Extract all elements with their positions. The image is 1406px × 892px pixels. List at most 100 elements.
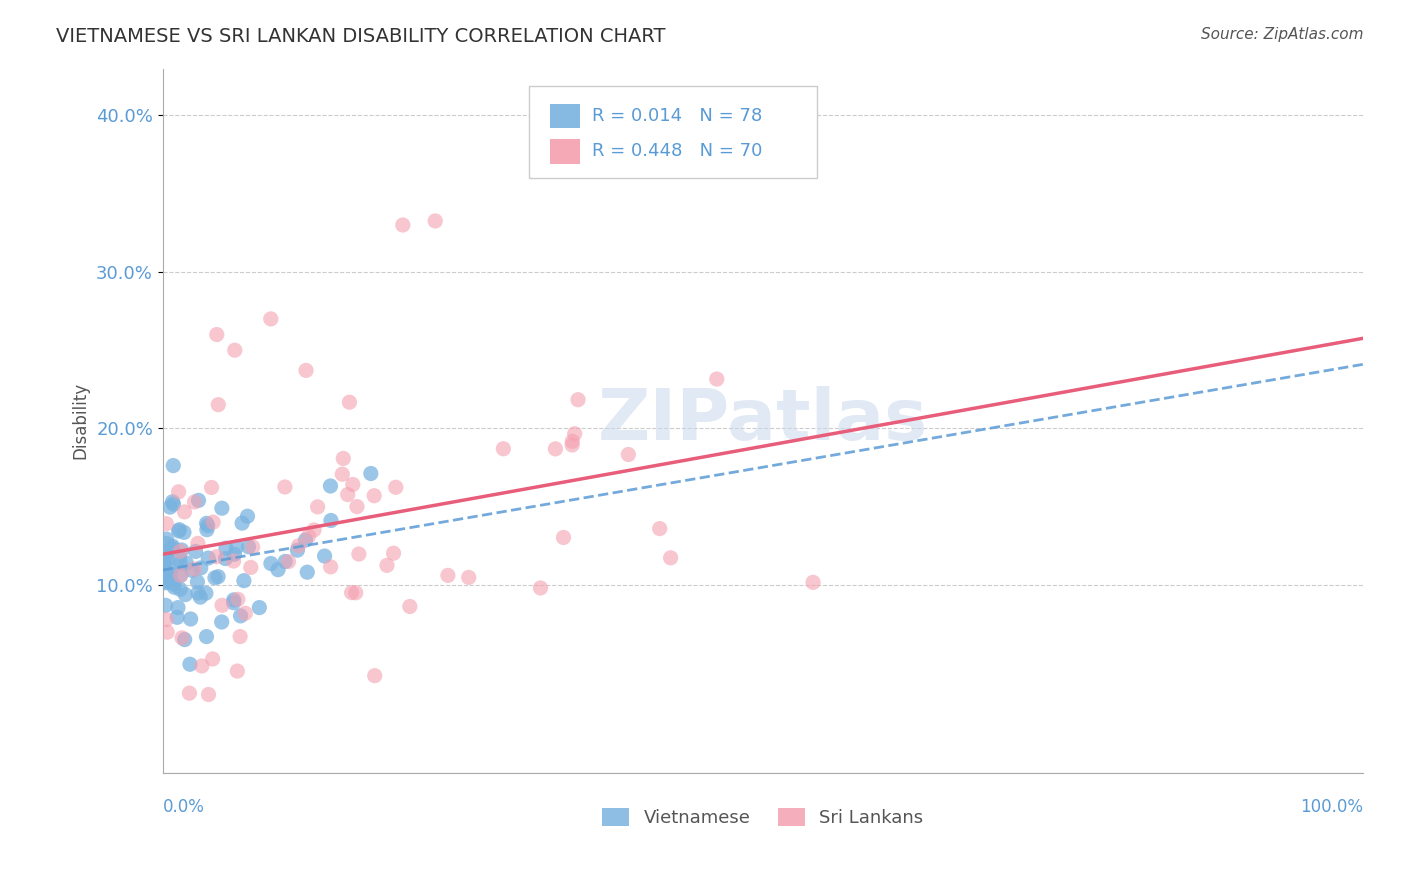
Point xyxy=(287,543,309,558)
Point xyxy=(346,500,368,514)
Point xyxy=(287,539,309,553)
Point xyxy=(170,631,193,645)
Point xyxy=(155,612,177,626)
Point xyxy=(190,561,212,575)
Point xyxy=(186,574,208,589)
Point xyxy=(364,668,387,682)
Point xyxy=(319,479,342,493)
Point xyxy=(801,575,824,590)
Point xyxy=(211,501,233,516)
Text: 100.0%: 100.0% xyxy=(1301,797,1362,816)
Point xyxy=(162,541,184,555)
Point xyxy=(156,625,179,640)
Point xyxy=(162,497,184,511)
Point xyxy=(173,505,195,519)
Point xyxy=(222,593,245,607)
Point xyxy=(159,566,181,581)
Point xyxy=(706,372,728,386)
Point xyxy=(363,489,385,503)
Point xyxy=(561,434,583,449)
Point xyxy=(179,657,201,672)
Point xyxy=(229,630,252,644)
Point xyxy=(202,515,225,529)
Point xyxy=(155,575,177,590)
Point xyxy=(169,568,191,582)
Point xyxy=(162,458,184,473)
Point xyxy=(169,582,191,597)
FancyBboxPatch shape xyxy=(550,103,581,128)
Point xyxy=(231,516,253,530)
Point xyxy=(155,599,177,613)
Text: 0.0%: 0.0% xyxy=(163,797,205,816)
Point xyxy=(382,546,405,560)
Point xyxy=(330,467,353,482)
Point xyxy=(294,533,316,547)
Point xyxy=(205,549,228,564)
Point xyxy=(156,552,179,566)
Point xyxy=(170,543,193,558)
Point xyxy=(617,448,640,462)
Point xyxy=(564,426,586,441)
Point xyxy=(169,523,191,537)
Point xyxy=(425,214,447,228)
Point xyxy=(332,451,354,466)
Point xyxy=(181,563,204,577)
Point xyxy=(153,558,176,572)
Point xyxy=(336,487,359,501)
Point xyxy=(204,571,226,585)
Text: R = 0.014   N = 78: R = 0.014 N = 78 xyxy=(592,107,762,125)
Point xyxy=(197,518,219,533)
Point xyxy=(207,570,229,584)
Point xyxy=(319,514,342,528)
Point xyxy=(659,550,682,565)
Point xyxy=(160,574,183,588)
Point xyxy=(195,523,218,537)
Point xyxy=(200,480,222,494)
Point xyxy=(238,540,260,554)
Point xyxy=(183,562,205,576)
Point xyxy=(232,574,254,588)
Point xyxy=(153,563,176,577)
Y-axis label: Disability: Disability xyxy=(72,382,89,459)
Point xyxy=(437,568,460,582)
Point xyxy=(224,547,246,561)
Point xyxy=(155,536,177,550)
Point xyxy=(197,688,219,702)
Point xyxy=(167,484,190,499)
Point xyxy=(529,581,551,595)
Point xyxy=(347,547,370,561)
Point xyxy=(492,442,515,456)
Point xyxy=(194,586,217,600)
Point xyxy=(174,588,197,602)
Point xyxy=(173,525,195,540)
Point xyxy=(167,600,190,615)
Point xyxy=(229,608,252,623)
Point xyxy=(398,599,420,614)
Point xyxy=(183,495,205,509)
Point xyxy=(187,586,209,600)
Point xyxy=(191,659,214,673)
Point xyxy=(457,570,479,584)
Point xyxy=(187,536,209,550)
Point xyxy=(385,480,408,494)
Point xyxy=(160,562,183,576)
Point xyxy=(157,543,180,558)
Point xyxy=(340,585,363,599)
Point xyxy=(169,556,191,570)
Point xyxy=(167,524,190,538)
Point xyxy=(274,480,297,494)
Legend: Vietnamese, Sri Lankans: Vietnamese, Sri Lankans xyxy=(595,800,931,834)
Point xyxy=(153,555,176,569)
Point xyxy=(187,493,209,508)
Text: R = 0.448   N = 70: R = 0.448 N = 70 xyxy=(592,142,763,160)
Point xyxy=(242,540,264,554)
Point xyxy=(222,596,245,610)
Point xyxy=(176,556,198,570)
Point xyxy=(314,549,336,563)
Point xyxy=(226,664,249,678)
Point xyxy=(247,600,270,615)
Point xyxy=(295,363,318,377)
Point xyxy=(205,327,228,342)
Point xyxy=(224,343,246,358)
Point xyxy=(302,523,325,537)
